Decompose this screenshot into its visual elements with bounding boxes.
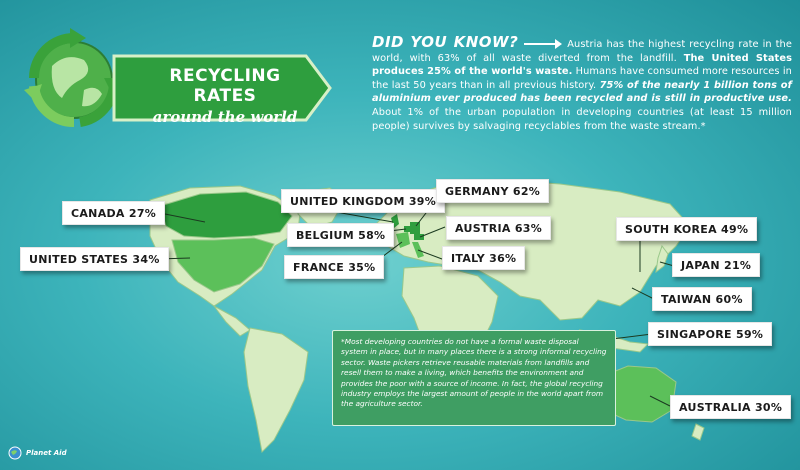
central-america-landmass xyxy=(213,305,251,337)
planet-aid-logo: Planet Aid xyxy=(8,446,67,460)
title-block: RECYCLING RATES around the world xyxy=(135,66,315,126)
fact-us-waste: The United States produces 25% of the wo… xyxy=(372,52,792,78)
leader-australia xyxy=(649,395,671,407)
leader-canada xyxy=(159,212,206,223)
page-subtitle: around the world xyxy=(152,108,298,126)
leader-italy xyxy=(417,249,443,260)
germany-highlight xyxy=(410,222,420,234)
title-banner xyxy=(112,54,332,122)
label-austria: AUSTRIA 63% xyxy=(446,216,552,240)
new-zealand-landmass xyxy=(691,423,705,441)
label-italy: ITALY 36% xyxy=(442,246,526,270)
page-title: RECYCLING RATES xyxy=(169,66,281,106)
footnote-box: *Most developing countries do not have a… xyxy=(332,330,616,426)
fact-aluminium: 75% of the nearly 1 billion tons of alum… xyxy=(372,79,792,105)
label-australia: AUSTRALIA 30% xyxy=(670,395,792,419)
label-united-states: UNITED STATES 34% xyxy=(20,247,169,271)
planet-aid-globe-icon xyxy=(8,446,22,460)
label-canada: CANADA 27% xyxy=(62,201,166,225)
fact-austria: Austria has the highest recycling rate i… xyxy=(372,39,792,64)
did-you-know-panel: DID YOU KNOW? Austria has the highest re… xyxy=(372,33,792,133)
belgium-highlight xyxy=(404,226,410,232)
canada-highlight xyxy=(159,191,293,239)
label-germany: GERMANY 62% xyxy=(436,179,550,203)
leader-austria xyxy=(419,226,446,238)
japan-landmass xyxy=(655,244,669,274)
label-taiwan: TAIWAN 60% xyxy=(652,287,752,311)
label-japan: JAPAN 21% xyxy=(672,253,761,277)
usa-highlight xyxy=(171,237,275,293)
did-you-know-heading: DID YOU KNOW? xyxy=(372,33,519,51)
south-america-landmass xyxy=(243,327,309,454)
arrow-icon xyxy=(524,39,563,49)
leader-japan xyxy=(659,261,675,267)
fact-resources: Humans have consumed more resources in t… xyxy=(372,66,792,91)
label-singapore: SINGAPORE 59% xyxy=(648,322,773,346)
label-belgium: BELGIUM 58% xyxy=(287,223,395,247)
planet-aid-name: Planet Aid xyxy=(26,449,67,457)
label-south-korea: SOUTH KOREA 49% xyxy=(616,217,758,241)
label-united-kingdom: UNITED KINGDOM 39% xyxy=(281,189,446,213)
austria-highlight xyxy=(414,234,424,240)
label-france: FRANCE 35% xyxy=(284,255,385,279)
fact-urban-poor: About 1% of the urban population in deve… xyxy=(372,106,792,132)
